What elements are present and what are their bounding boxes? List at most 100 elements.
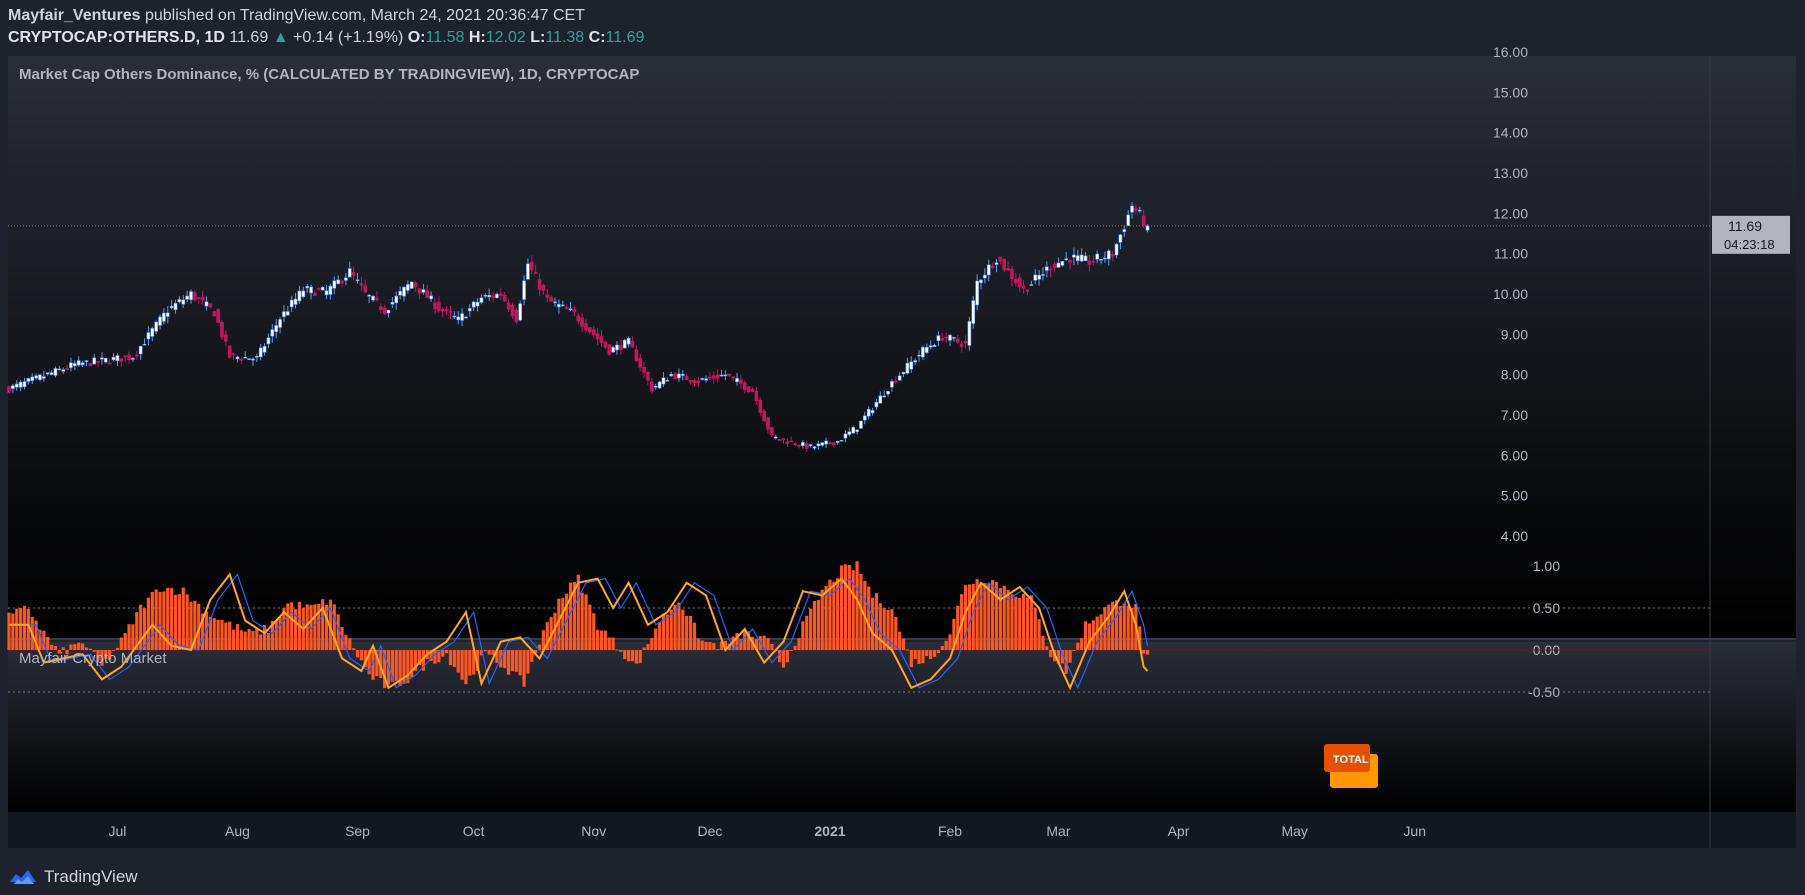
histogram-bar	[332, 604, 336, 650]
candle-body	[390, 302, 395, 305]
candle-body	[123, 355, 127, 358]
low-value: 11.38	[545, 29, 585, 46]
high-label: H:	[468, 29, 486, 46]
open-value: 11.58	[425, 29, 465, 46]
candle-body	[111, 356, 116, 361]
candle-body	[1103, 257, 1107, 260]
open-label: O:	[407, 29, 426, 46]
histogram-bar	[890, 609, 894, 650]
candle-body	[189, 291, 193, 301]
candle-body	[262, 346, 267, 353]
symbol-name[interactable]: CRYPTOCAP:OTHERS.D, 1D	[8, 29, 225, 46]
histogram-bar	[754, 639, 758, 650]
oscillator-lines	[9, 572, 1149, 691]
histogram-bar	[692, 622, 697, 650]
histogram-bar	[375, 650, 379, 677]
histogram-bar	[1037, 619, 1041, 650]
histogram-bar	[491, 650, 495, 655]
histogram-bar	[127, 624, 131, 650]
candle-body	[754, 390, 759, 402]
candle-body	[684, 376, 689, 381]
time-axis-bg[interactable]	[8, 812, 1796, 848]
histogram-bar	[1095, 616, 1099, 650]
histogram-bar	[243, 631, 247, 650]
price-tick-label: 14.00	[1493, 125, 1528, 141]
histogram-bar	[1056, 650, 1061, 664]
candle-body	[773, 436, 778, 439]
histogram-bar	[1118, 605, 1123, 650]
candle-body	[421, 289, 426, 293]
histogram-bar	[212, 618, 216, 650]
candle-body	[843, 433, 848, 439]
candle-body	[526, 263, 530, 280]
histogram-bar	[429, 650, 433, 661]
histogram-bar	[1138, 626, 1142, 650]
candle-body	[495, 293, 499, 299]
histogram-bar	[460, 650, 464, 680]
histogram-bar	[216, 619, 220, 650]
histogram-bar	[274, 620, 278, 650]
candle-body	[994, 262, 999, 265]
author-name[interactable]: Mayfair_Ventures	[8, 7, 141, 24]
candle-body	[591, 329, 596, 336]
histogram-bar	[468, 650, 472, 676]
price-tick-label: 9.00	[1501, 326, 1528, 342]
histogram-bar	[956, 605, 960, 650]
histogram-bar	[1145, 650, 1150, 655]
candle-body	[49, 372, 54, 375]
histogram-bar	[596, 629, 600, 650]
footer-brand[interactable]: TradingView	[44, 867, 138, 886]
histogram-bar	[553, 612, 557, 650]
histogram-bar	[994, 581, 999, 650]
histogram-bar	[7, 612, 11, 650]
histogram-bar	[119, 637, 123, 650]
histogram-bar	[669, 609, 673, 650]
candle-body	[545, 294, 550, 298]
candle-body	[499, 293, 503, 296]
histogram-bar	[506, 650, 511, 675]
price-pane-bg[interactable]	[8, 56, 1796, 638]
price-pane-title: Market Cap Others Dominance, % (CALCULAT…	[19, 66, 640, 83]
histogram-bar	[92, 650, 96, 652]
candle-body	[1114, 243, 1119, 256]
histogram-bar	[634, 650, 638, 664]
price-axis[interactable]: 16.00 15.00 14.00 13.00 12.00 11.00 10.00 9.00 8…	[1493, 44, 1528, 544]
candle-body	[983, 274, 987, 279]
price-tick-label: 5.00	[1501, 488, 1528, 504]
published-text: published on TradingView.com, March 24, …	[144, 7, 585, 24]
histogram-bar	[739, 639, 743, 650]
histogram-bar	[235, 624, 240, 650]
histogram-bar	[541, 630, 546, 650]
histogram-bar	[580, 592, 584, 650]
histogram-bar	[1111, 601, 1115, 650]
time-axis[interactable]: Jul Aug Sep Oct Nov Dec 2021 Feb Mar Apr May Jun	[108, 823, 1426, 839]
candle-body	[758, 400, 763, 413]
histogram-bar	[22, 605, 27, 650]
histogram-bar	[557, 598, 561, 650]
candle-body	[828, 442, 832, 445]
candle-body	[742, 382, 747, 390]
candle-body	[1025, 289, 1030, 292]
candle-body	[1134, 208, 1138, 211]
candle-body	[80, 362, 85, 366]
histogram-bar	[820, 589, 824, 650]
price-tick-label: 6.00	[1501, 447, 1528, 463]
price-tick-label: 16.00	[1493, 44, 1528, 60]
histogram-bar	[998, 588, 1002, 650]
histogram-bar	[584, 594, 588, 650]
candle-body	[1091, 261, 1096, 263]
histogram-bar	[700, 640, 704, 650]
candle-body	[948, 334, 952, 341]
histogram-bar	[913, 650, 917, 659]
histogram-bar	[905, 649, 910, 651]
candle-body	[239, 359, 244, 361]
histogram-bar	[518, 650, 522, 676]
candle-body	[1141, 215, 1146, 226]
histogram-bar	[270, 620, 274, 650]
histogram-bar	[472, 650, 476, 675]
histogram-bar	[534, 650, 538, 654]
candle-body	[475, 301, 480, 307]
histogram-bar	[797, 638, 801, 650]
candle-body	[1118, 234, 1123, 243]
